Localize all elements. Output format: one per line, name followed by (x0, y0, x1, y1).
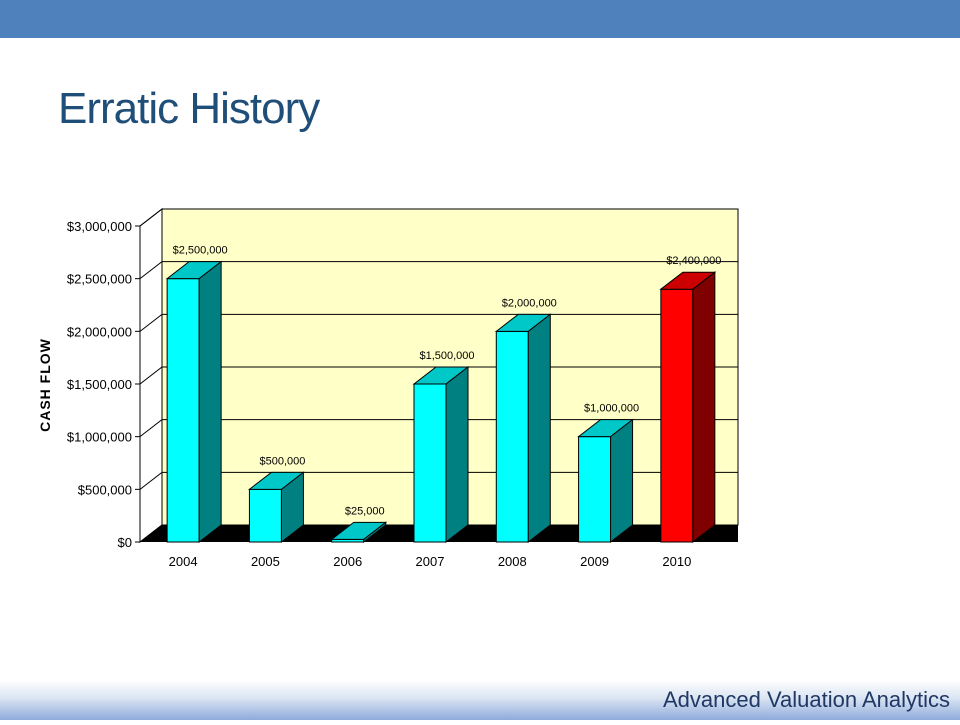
bar-side (692, 271, 716, 544)
header-bar (0, 0, 960, 38)
bar-front (166, 278, 200, 543)
y-tick-label: $2,500,000 (67, 272, 132, 287)
bar-2004 (165, 260, 223, 544)
data-label: $1,500,000 (419, 350, 474, 362)
gridline (139, 208, 738, 227)
data-label: $1,000,000 (584, 403, 639, 415)
bar-front (248, 488, 282, 543)
data-label: $2,500,000 (173, 245, 228, 257)
x-tick-label: 2007 (416, 554, 445, 569)
data-label: $25,000 (345, 505, 385, 517)
y-axis-label: CASH FLOW (37, 338, 53, 432)
bar-front (660, 288, 694, 543)
y-tick-label: $3,000,000 (67, 219, 132, 234)
x-tick-label: 2010 (662, 554, 691, 569)
bar-2006 (330, 521, 388, 544)
bar-side (280, 471, 304, 544)
bar-2009 (577, 418, 635, 544)
bar-2008 (494, 313, 552, 544)
data-label: $500,000 (259, 455, 305, 467)
x-tick-label: 2006 (333, 554, 362, 569)
footer-text: Advanced Valuation Analytics (663, 687, 950, 712)
bar-front (578, 436, 612, 543)
x-tick-label: 2008 (498, 554, 527, 569)
footer-bar (0, 680, 960, 720)
y-tick-label: $500,000 (78, 482, 132, 497)
bar-side (363, 521, 387, 544)
y-tick-label: $2,000,000 (67, 324, 132, 339)
bar-side (198, 260, 222, 544)
gridline (139, 261, 738, 280)
bar-2007 (412, 365, 470, 544)
bar-2010 (659, 271, 717, 544)
x-tick-label: 2004 (169, 554, 198, 569)
bar-front (495, 330, 529, 543)
bar-side (445, 365, 469, 544)
bar-front (413, 383, 447, 543)
bar-side (527, 313, 551, 544)
data-label: $2,400,000 (666, 255, 721, 267)
y-tick-label: $1,000,000 (67, 430, 132, 445)
data-label: $2,000,000 (502, 297, 557, 309)
bar-side (610, 418, 634, 544)
bar-2005 (247, 471, 305, 544)
y-tick-label: $0 (118, 535, 132, 550)
slide-title: Erratic History (58, 84, 320, 133)
y-tick-label: $1,500,000 (67, 377, 132, 392)
x-tick-label: 2005 (251, 554, 280, 569)
x-tick-label: 2009 (580, 554, 609, 569)
